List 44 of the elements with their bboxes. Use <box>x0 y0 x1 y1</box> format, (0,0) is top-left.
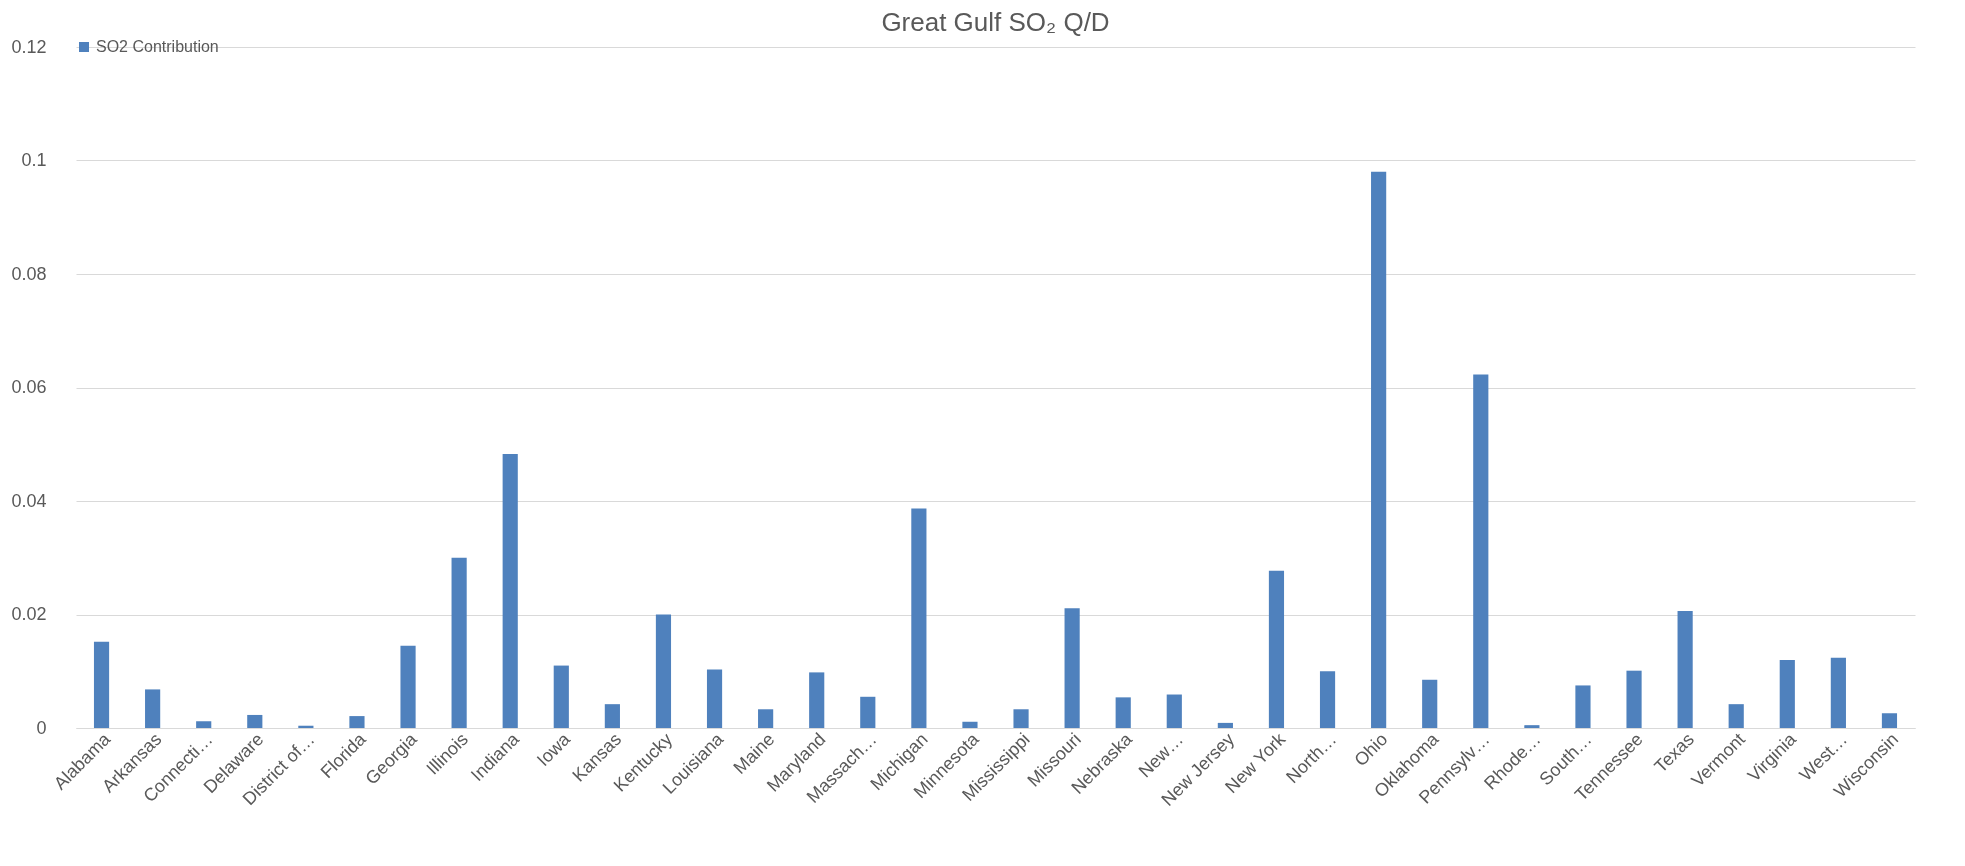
bar <box>860 696 876 728</box>
bar <box>962 721 978 728</box>
bar <box>1166 694 1182 728</box>
bar <box>247 714 263 728</box>
bar <box>93 641 110 728</box>
bar <box>553 665 569 728</box>
bar <box>400 645 416 728</box>
y-tick-label: 0.12 <box>11 36 47 57</box>
y-tick-label: 0.02 <box>11 604 47 624</box>
bar <box>1830 657 1846 728</box>
bar <box>1881 713 1898 728</box>
bar <box>604 704 620 728</box>
bar <box>1371 171 1387 728</box>
bar <box>1626 670 1642 728</box>
bar <box>1524 725 1540 728</box>
y-tick-label: 0 <box>36 717 47 738</box>
y-tick-label: 0.1 <box>21 150 47 170</box>
bar <box>502 453 518 728</box>
y-tick-label: 0.06 <box>11 377 47 397</box>
bar <box>1217 722 1233 728</box>
bar <box>1013 709 1029 728</box>
y-tick-label: 0.04 <box>11 490 47 511</box>
bar <box>911 508 927 728</box>
bar <box>1268 570 1285 728</box>
bar <box>1677 611 1693 728</box>
bar <box>145 689 161 728</box>
bar <box>349 716 365 728</box>
bar <box>706 669 723 728</box>
bar <box>196 721 212 728</box>
bar <box>809 672 825 728</box>
bar <box>1575 685 1591 728</box>
bar <box>1319 671 1336 728</box>
bar <box>758 709 774 728</box>
bar <box>1728 704 1744 728</box>
bar <box>1064 608 1080 728</box>
bar <box>1779 659 1795 728</box>
bar <box>451 557 467 728</box>
chart-title: Great Gulf SO₂ Q/D <box>881 7 1110 37</box>
bar <box>1473 374 1489 728</box>
legend-label: SO2 Contribution <box>96 38 219 55</box>
bar <box>1422 679 1438 728</box>
y-tick-label: 0.08 <box>11 263 47 284</box>
bar <box>655 614 672 728</box>
bar <box>1115 697 1131 728</box>
